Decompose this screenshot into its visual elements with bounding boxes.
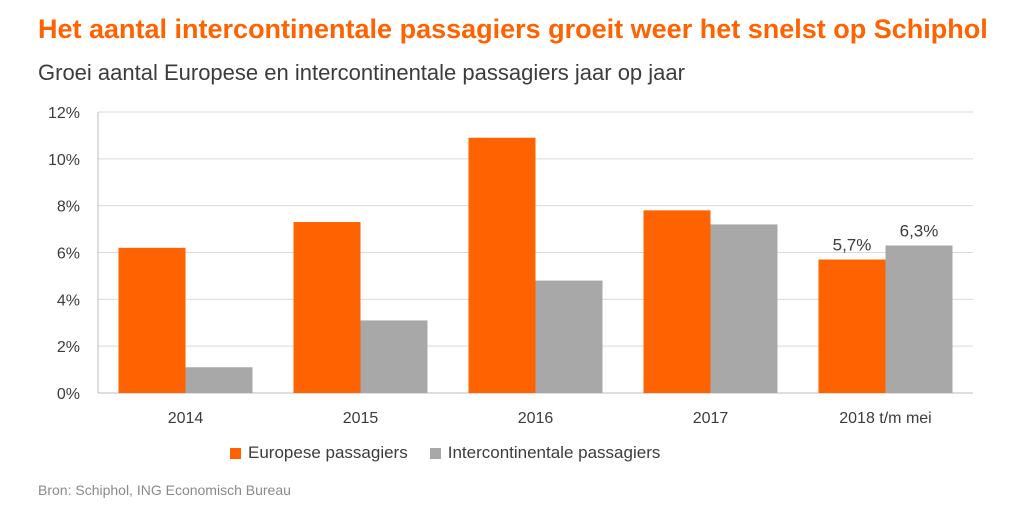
y-tick-label: 6%	[57, 246, 80, 263]
bar-europese-2016	[468, 137, 536, 393]
x-tick-label: 2016	[518, 410, 554, 427]
y-tick-label: 8%	[57, 199, 80, 216]
legend-item-intercontinentale: Intercontinentale passagiers	[429, 443, 661, 463]
y-tick-label: 2%	[57, 339, 80, 356]
bar-intercontinentale-2015	[360, 320, 428, 393]
legend-item-europese: Europese passagiers	[230, 443, 408, 463]
y-tick-label: 10%	[48, 152, 80, 169]
chart-subtitle: Groei aantal Europese en intercontinenta…	[38, 60, 685, 85]
bar-intercontinentale-2014	[185, 367, 253, 393]
legend-label-europese: Europese passagiers	[248, 443, 408, 462]
y-tick-label: 0%	[57, 386, 80, 403]
x-tick-label: 2015	[343, 410, 379, 427]
legend-swatch-intercontinentale	[429, 447, 441, 459]
bar-intercontinentale-2016	[535, 280, 603, 393]
data-label: 5,7%	[833, 236, 872, 255]
bar-europese-2015	[293, 222, 361, 393]
legend-swatch-europese	[230, 447, 241, 459]
bar-europese-2014	[118, 247, 186, 393]
chart-title: Het aantal intercontinentale passagiers …	[38, 14, 988, 44]
x-tick-label: 2018 t/m mei	[839, 410, 931, 427]
legend-label-intercontinentale: Intercontinentale passagiers	[447, 443, 661, 462]
bar-europese-2018-t-m-mei	[818, 259, 886, 393]
legend: Europese passagiers Intercontinentale pa…	[230, 443, 682, 463]
y-tick-label: 12%	[48, 105, 80, 122]
bar-intercontinentale-2017	[710, 224, 778, 393]
source-note: Bron: Schiphol, ING Economisch Bureau	[38, 482, 291, 498]
bar-intercontinentale-2018-t-m-mei	[885, 245, 953, 393]
data-label: 6,3%	[900, 221, 939, 240]
x-tick-label: 2017	[693, 410, 729, 427]
y-tick-label: 4%	[57, 292, 80, 309]
x-tick-label: 2014	[168, 410, 204, 427]
bar-europese-2017	[643, 210, 711, 393]
